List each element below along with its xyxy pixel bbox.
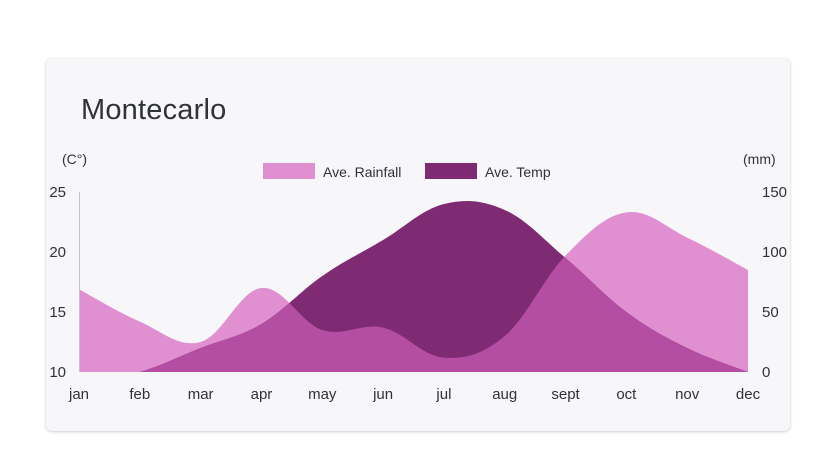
left-tick-label: 25 — [49, 184, 66, 201]
x-tick-label: jun — [372, 386, 393, 403]
x-tick-label: mar — [188, 386, 214, 403]
x-axis-ticks: jan feb mar apr may jun jul aug sept oct nov dec — [68, 386, 761, 403]
x-tick-label: may — [308, 386, 337, 403]
left-tick-label: 10 — [49, 364, 66, 381]
plot-area — [79, 200, 748, 372]
legend-label-rainfall: Ave. Rainfall — [323, 164, 401, 180]
x-tick-label: apr — [251, 386, 273, 403]
x-tick-label: aug — [492, 386, 517, 403]
x-tick-label: feb — [129, 386, 150, 403]
left-tick-label: 20 — [49, 244, 66, 261]
x-tick-label: jan — [68, 386, 89, 403]
left-tick-label: 15 — [49, 304, 66, 321]
right-axis-unit: (mm) — [743, 151, 776, 167]
left-axis-ticks: 10 15 20 25 — [49, 184, 66, 381]
right-tick-label: 100 — [762, 244, 787, 261]
x-tick-label: jul — [435, 386, 451, 403]
right-tick-label: 50 — [762, 304, 779, 321]
right-tick-label: 150 — [762, 184, 787, 201]
right-tick-label: 0 — [762, 364, 770, 381]
legend-item-temp[interactable]: Ave. Temp — [425, 163, 551, 180]
right-axis-ticks: 0 50 100 150 — [762, 184, 787, 381]
x-tick-label: nov — [675, 386, 700, 403]
legend: Ave. Rainfall Ave. Temp — [263, 163, 551, 180]
chart-title: Montecarlo — [81, 94, 227, 126]
legend-label-temp: Ave. Temp — [485, 164, 551, 180]
x-tick-label: oct — [616, 386, 637, 403]
legend-swatch-rainfall — [263, 163, 315, 179]
x-tick-label: sept — [551, 386, 580, 403]
legend-swatch-temp — [425, 163, 477, 179]
x-tick-label: dec — [736, 386, 761, 403]
left-axis-unit: (C°) — [62, 151, 87, 167]
legend-item-rainfall[interactable]: Ave. Rainfall — [263, 163, 401, 180]
